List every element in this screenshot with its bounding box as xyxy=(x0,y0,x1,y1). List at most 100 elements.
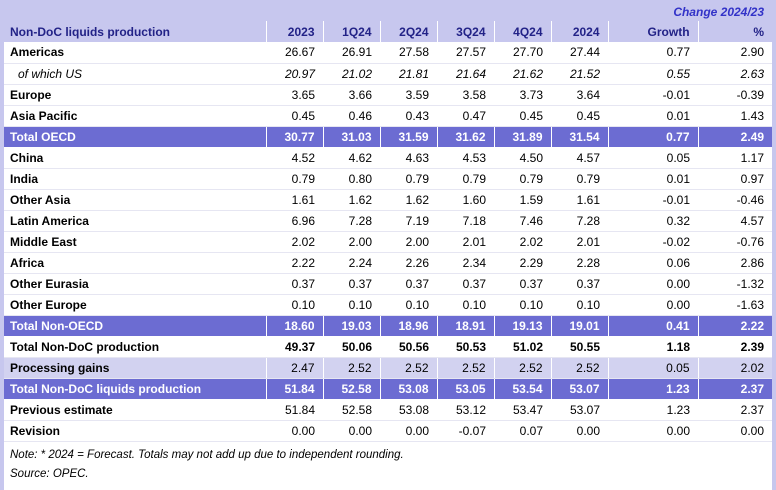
value-cell: 7.28 xyxy=(323,210,380,232)
value-cell: 7.18 xyxy=(437,210,494,232)
value-cell: 27.57 xyxy=(437,42,494,64)
value-cell: 26.91 xyxy=(323,42,380,64)
value-cell: 31.03 xyxy=(323,126,381,148)
row-label: Other Asia xyxy=(4,189,266,211)
value-cell: 2.86 xyxy=(698,252,773,274)
value-cell: -0.76 xyxy=(698,231,773,253)
value-cell: 0.10 xyxy=(323,294,380,316)
column-header-row: Non-DoC liquids production 2023 1Q24 2Q2… xyxy=(4,21,773,42)
value-cell: 0.00 xyxy=(698,420,773,442)
value-cell: 0.00 xyxy=(551,420,609,442)
value-cell: 2.28 xyxy=(551,252,609,274)
value-cell: 1.60 xyxy=(437,189,494,211)
value-cell: 4.57 xyxy=(698,210,773,232)
value-cell: 0.79 xyxy=(266,168,323,190)
column-header-2q24: 2Q24 xyxy=(380,21,438,42)
value-cell: 0.37 xyxy=(494,273,551,295)
row-label: Total Non-DoC production xyxy=(4,336,266,358)
value-cell: 0.37 xyxy=(266,273,323,295)
change-header: Change 2024/23 xyxy=(673,5,765,19)
value-cell: 2.39 xyxy=(698,336,773,358)
value-cell: 20.97 xyxy=(266,63,323,85)
value-cell: 27.70 xyxy=(494,42,551,64)
value-cell: 2.02 xyxy=(494,231,551,253)
source-text: Source: OPEC. xyxy=(10,467,89,480)
value-cell: 3.59 xyxy=(380,84,437,106)
row-label: of which US xyxy=(4,63,266,85)
value-cell: 1.23 xyxy=(608,378,699,400)
value-cell: 53.07 xyxy=(551,378,609,400)
value-cell: 0.79 xyxy=(551,168,609,190)
value-cell: 0.05 xyxy=(608,357,699,379)
column-header-4q24: 4Q24 xyxy=(494,21,552,42)
value-cell: 1.61 xyxy=(551,189,609,211)
production-table: Change 2024/23 Non-DoC liquids productio… xyxy=(4,3,773,442)
value-cell: 18.60 xyxy=(266,315,324,337)
value-cell: 0.00 xyxy=(608,273,699,295)
value-cell: 2.00 xyxy=(323,231,380,253)
value-cell: 50.55 xyxy=(551,336,609,358)
value-cell: -0.01 xyxy=(608,189,699,211)
value-cell: 19.01 xyxy=(551,315,609,337)
value-cell: 7.46 xyxy=(494,210,551,232)
value-cell: 21.64 xyxy=(437,63,494,85)
column-header-2023: 2023 xyxy=(266,21,324,42)
value-cell: 0.37 xyxy=(380,273,437,295)
table-row: India 0.79 0.80 0.79 0.79 0.79 0.79 0.01 0.97 xyxy=(4,168,773,190)
value-cell: 53.12 xyxy=(437,399,494,421)
value-cell: 0.45 xyxy=(494,105,551,127)
value-cell: 0.77 xyxy=(608,126,699,148)
value-cell: 0.77 xyxy=(608,42,699,64)
value-cell: -0.46 xyxy=(698,189,773,211)
table-row: China 4.52 4.62 4.63 4.53 4.50 4.57 0.05 1.17 xyxy=(4,147,773,169)
value-cell: 49.37 xyxy=(266,336,323,358)
table-row: Africa 2.22 2.24 2.26 2.34 2.29 2.28 0.06 2.86 xyxy=(4,252,773,274)
value-cell: -1.32 xyxy=(698,273,773,295)
value-cell: 0.97 xyxy=(698,168,773,190)
value-cell: 2.01 xyxy=(437,231,494,253)
value-cell: 53.08 xyxy=(380,378,438,400)
value-cell: 2.22 xyxy=(266,252,323,274)
value-cell: 3.66 xyxy=(323,84,380,106)
value-cell: 1.62 xyxy=(380,189,437,211)
value-cell: 0.06 xyxy=(608,252,699,274)
value-cell: 0.10 xyxy=(551,294,609,316)
value-cell: 1.59 xyxy=(494,189,551,211)
column-header-2024: 2024 xyxy=(551,21,609,42)
value-cell: 30.77 xyxy=(266,126,324,148)
value-cell: 2.52 xyxy=(551,357,609,379)
table-row: Other Asia 1.61 1.62 1.62 1.60 1.59 1.61 -0.01-… xyxy=(4,189,773,211)
value-cell: 0.80 xyxy=(323,168,380,190)
value-cell: 2.34 xyxy=(437,252,494,274)
table-row: Total Non-DoC liquids production 51.84 52.… xyxy=(4,378,773,400)
table-row: Other Europe 0.10 0.10 0.10 0.10 0.10 0.10 0.00… xyxy=(4,294,773,316)
value-cell: 1.62 xyxy=(323,189,380,211)
value-cell: 51.02 xyxy=(494,336,551,358)
value-cell: 0.01 xyxy=(608,105,699,127)
value-cell: 4.63 xyxy=(380,147,437,169)
value-cell: 2.37 xyxy=(698,399,773,421)
row-label: Revision xyxy=(4,420,266,442)
value-cell: 3.58 xyxy=(437,84,494,106)
table-row: Processing gains 2.47 2.52 2.52 2.52 2.52 2.52… xyxy=(4,357,773,379)
row-label: Middle East xyxy=(4,231,266,253)
value-cell: 51.84 xyxy=(266,399,323,421)
value-cell: 3.64 xyxy=(551,84,609,106)
value-cell: 31.89 xyxy=(494,126,552,148)
value-cell: 0.10 xyxy=(437,294,494,316)
value-cell: 53.47 xyxy=(494,399,551,421)
row-label: China xyxy=(4,147,266,169)
value-cell: 19.13 xyxy=(494,315,552,337)
column-header-1q24: 1Q24 xyxy=(323,21,381,42)
table-row: Asia Pacific 0.45 0.46 0.43 0.47 0.45 0.45 0.01… xyxy=(4,105,773,127)
value-cell: 0.55 xyxy=(608,63,699,85)
value-cell: 52.58 xyxy=(323,378,381,400)
note-text: Note: * 2024 = Forecast. Totals may not … xyxy=(10,448,404,461)
table-row: Revision 0.00 0.00 0.00 -0.07 0.07 0.00 0.00 0.0… xyxy=(4,420,773,442)
value-cell: 51.84 xyxy=(266,378,324,400)
row-label: Africa xyxy=(4,252,266,274)
table-body: Americas 26.67 26.91 27.58 27.57 27.70 27.44 0.… xyxy=(4,42,773,442)
row-label: Asia Pacific xyxy=(4,105,266,127)
value-cell: 21.81 xyxy=(380,63,437,85)
